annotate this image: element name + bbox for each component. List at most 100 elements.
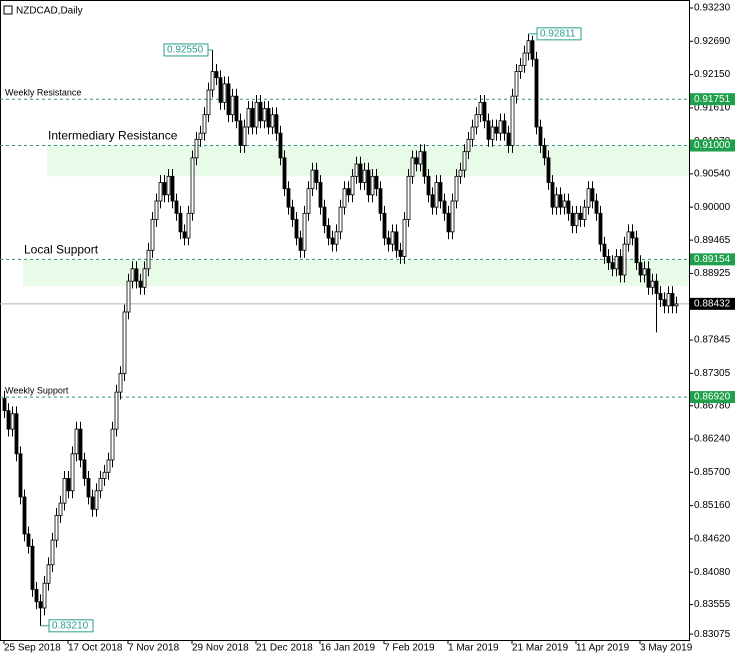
candle-body xyxy=(18,453,23,498)
candle-body xyxy=(282,157,287,190)
candle-body xyxy=(390,231,395,245)
candle-body xyxy=(178,212,183,233)
candle-body xyxy=(474,114,479,128)
candle-body xyxy=(438,182,443,202)
y-tick-label: 0.87305 xyxy=(694,368,731,379)
candle-body xyxy=(370,175,375,196)
candle-body xyxy=(610,262,615,270)
candle-body xyxy=(238,120,243,146)
candle-body xyxy=(90,496,95,510)
zone-label: Intermediary Resistance xyxy=(48,129,178,143)
candle-body xyxy=(394,231,399,251)
candle-body xyxy=(154,200,159,220)
candle-body xyxy=(530,40,535,60)
candle-body xyxy=(194,138,199,159)
candle-body xyxy=(670,293,675,307)
candle-body xyxy=(614,256,619,270)
candle-body xyxy=(142,268,147,288)
candle-body xyxy=(674,303,679,307)
candle-body xyxy=(190,157,195,214)
candle-body xyxy=(550,182,555,208)
candle-body xyxy=(578,212,583,220)
candle-body xyxy=(98,478,103,492)
candle-body xyxy=(54,515,59,541)
candle-body xyxy=(414,157,419,165)
candle-body xyxy=(66,478,71,492)
x-tick-label: 7 Feb 2019 xyxy=(384,643,435,654)
candles xyxy=(2,33,679,626)
candle-body xyxy=(514,71,519,97)
candle-body xyxy=(646,268,651,288)
candle-body xyxy=(542,145,547,159)
candle-body xyxy=(426,175,431,196)
x-tick-label: 3 May 2019 xyxy=(640,643,693,654)
candle-body xyxy=(570,212,575,227)
chart-title: NZDCAD,Daily xyxy=(16,6,83,17)
candle-body xyxy=(246,108,251,128)
y-tick-label: 0.85160 xyxy=(694,500,731,511)
candle-body xyxy=(506,132,511,146)
candle-body xyxy=(650,280,655,288)
candle-body xyxy=(402,219,407,257)
candle-body xyxy=(346,188,351,196)
candle-body xyxy=(74,428,79,455)
candle-body xyxy=(34,589,39,603)
candle-body xyxy=(482,101,487,122)
candle-body xyxy=(310,169,315,190)
level-label: 0.89154 xyxy=(694,254,731,265)
candle-body xyxy=(622,243,627,276)
candle-body xyxy=(598,212,603,245)
candle-body xyxy=(202,114,207,134)
candle-body xyxy=(6,410,11,430)
candle-body xyxy=(30,545,35,590)
candle-body xyxy=(382,212,387,239)
candle-body xyxy=(626,231,631,245)
y-tick-label: 0.90000 xyxy=(694,202,731,213)
candle-body xyxy=(306,188,311,214)
candle-body xyxy=(266,108,271,128)
candle-body xyxy=(158,182,163,202)
candle-body xyxy=(298,237,303,251)
candle-body xyxy=(146,249,151,270)
candle-body xyxy=(42,582,47,609)
candle-body xyxy=(526,40,531,54)
candle-body xyxy=(486,120,491,140)
current-price-label: 0.88432 xyxy=(694,298,731,309)
candle-body xyxy=(334,231,339,245)
candle-body xyxy=(70,453,75,492)
candle-body xyxy=(250,108,255,128)
callout-label: 0.83210 xyxy=(52,620,89,631)
level-box xyxy=(690,391,735,404)
candle-body xyxy=(106,459,111,473)
candle-body xyxy=(502,120,507,134)
y-tick-label: 0.86780 xyxy=(694,400,731,411)
callout-label: 0.92550 xyxy=(167,45,204,56)
candle-body xyxy=(118,373,123,393)
candle-body xyxy=(454,175,459,202)
candle-body xyxy=(262,108,267,122)
candle-body xyxy=(38,601,43,609)
candle-body xyxy=(210,71,215,91)
candle-body xyxy=(410,157,415,177)
candle-body xyxy=(134,268,139,282)
callout-box xyxy=(536,27,582,41)
candle-body xyxy=(82,459,87,479)
candle-body xyxy=(494,126,499,134)
level-name: Weekly Resistance xyxy=(5,88,81,98)
candle-body xyxy=(470,126,475,140)
x-tick-label: 11 Apr 2019 xyxy=(576,643,630,654)
candle-body xyxy=(230,95,235,116)
y-tick-label: 0.84620 xyxy=(694,534,731,545)
candle-body xyxy=(342,188,347,208)
x-tick-label: 16 Jan 2019 xyxy=(320,643,375,654)
y-tick-label: 0.87845 xyxy=(694,335,731,346)
candle-body xyxy=(22,496,27,535)
callout-label: 0.92811 xyxy=(540,28,576,39)
y-tick-label: 0.91610 xyxy=(694,103,731,114)
candle-body xyxy=(302,212,307,251)
plot-frame xyxy=(0,0,690,641)
candle-body xyxy=(174,200,179,214)
y-tick-label: 0.85700 xyxy=(694,467,731,478)
y-tick-label: 0.84080 xyxy=(694,567,731,578)
candle-body xyxy=(434,182,439,208)
